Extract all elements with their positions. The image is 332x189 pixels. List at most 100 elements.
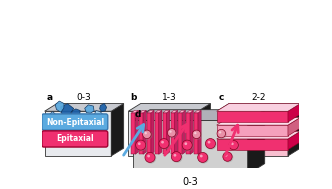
Circle shape [225, 154, 227, 157]
Polygon shape [131, 113, 135, 154]
Polygon shape [171, 113, 175, 154]
Circle shape [198, 152, 208, 162]
Polygon shape [59, 118, 70, 129]
Text: a: a [46, 93, 52, 102]
Polygon shape [288, 104, 300, 156]
Polygon shape [217, 139, 288, 150]
Polygon shape [155, 110, 162, 113]
Polygon shape [128, 111, 198, 156]
Circle shape [145, 153, 156, 164]
Text: Epitaxial: Epitaxial [56, 134, 94, 143]
FancyBboxPatch shape [42, 131, 108, 147]
Polygon shape [171, 110, 178, 113]
Circle shape [198, 153, 209, 164]
Polygon shape [133, 110, 265, 120]
Polygon shape [139, 113, 143, 154]
Circle shape [223, 152, 233, 162]
Polygon shape [111, 104, 124, 156]
Polygon shape [44, 111, 111, 156]
Polygon shape [288, 117, 300, 136]
Polygon shape [133, 120, 248, 174]
Circle shape [183, 140, 194, 151]
Circle shape [144, 132, 147, 134]
Polygon shape [155, 113, 159, 154]
Polygon shape [217, 125, 288, 136]
Polygon shape [217, 104, 300, 111]
Polygon shape [151, 110, 154, 154]
Circle shape [169, 130, 172, 133]
Circle shape [138, 142, 141, 145]
Polygon shape [186, 110, 193, 113]
Polygon shape [182, 110, 186, 154]
Circle shape [231, 143, 234, 145]
Circle shape [229, 141, 239, 151]
Circle shape [200, 155, 203, 157]
Polygon shape [163, 113, 167, 154]
Text: Non-Epitaxial: Non-Epitaxial [46, 118, 104, 126]
Circle shape [161, 141, 164, 144]
Polygon shape [159, 110, 162, 154]
Circle shape [219, 131, 221, 134]
Polygon shape [147, 110, 154, 113]
Polygon shape [217, 117, 300, 125]
Circle shape [172, 152, 183, 163]
Polygon shape [288, 131, 300, 150]
Circle shape [182, 140, 192, 150]
Polygon shape [68, 124, 75, 132]
Text: c: c [218, 93, 223, 102]
Polygon shape [198, 104, 210, 156]
Polygon shape [147, 113, 151, 154]
Polygon shape [71, 109, 80, 118]
Text: 0-3: 0-3 [182, 177, 198, 187]
Circle shape [184, 142, 187, 145]
Circle shape [194, 132, 197, 134]
Polygon shape [82, 114, 91, 123]
Text: 2-2: 2-2 [251, 93, 266, 102]
Polygon shape [167, 110, 170, 154]
Polygon shape [198, 110, 201, 154]
Polygon shape [87, 120, 98, 131]
Polygon shape [194, 110, 201, 113]
Text: b: b [130, 93, 136, 102]
Circle shape [159, 139, 169, 149]
Circle shape [206, 139, 215, 149]
Text: 0-3: 0-3 [77, 93, 92, 102]
Circle shape [208, 141, 210, 144]
Polygon shape [139, 110, 146, 113]
Circle shape [136, 140, 147, 151]
Circle shape [168, 129, 177, 138]
Circle shape [223, 152, 232, 161]
Circle shape [147, 155, 150, 157]
Polygon shape [85, 105, 94, 113]
Circle shape [217, 129, 225, 138]
Polygon shape [217, 131, 300, 139]
Circle shape [193, 130, 202, 140]
Circle shape [143, 130, 151, 139]
Polygon shape [49, 129, 59, 140]
Text: 1-3: 1-3 [162, 93, 177, 102]
Polygon shape [61, 104, 74, 117]
Polygon shape [194, 113, 198, 154]
Polygon shape [92, 131, 99, 140]
Polygon shape [217, 111, 288, 122]
Polygon shape [94, 111, 102, 119]
Polygon shape [217, 111, 288, 156]
Circle shape [145, 152, 155, 162]
FancyBboxPatch shape [42, 114, 108, 130]
Polygon shape [217, 104, 300, 111]
Polygon shape [190, 110, 193, 154]
Polygon shape [163, 110, 170, 113]
Polygon shape [131, 110, 138, 113]
Polygon shape [179, 110, 186, 113]
Polygon shape [248, 110, 265, 174]
Circle shape [229, 140, 238, 150]
Circle shape [174, 154, 176, 157]
Circle shape [171, 152, 181, 162]
Circle shape [167, 129, 176, 137]
Polygon shape [186, 113, 190, 154]
Circle shape [136, 140, 146, 150]
Polygon shape [128, 104, 210, 111]
Polygon shape [135, 110, 138, 154]
Polygon shape [179, 113, 182, 154]
Polygon shape [100, 103, 107, 112]
